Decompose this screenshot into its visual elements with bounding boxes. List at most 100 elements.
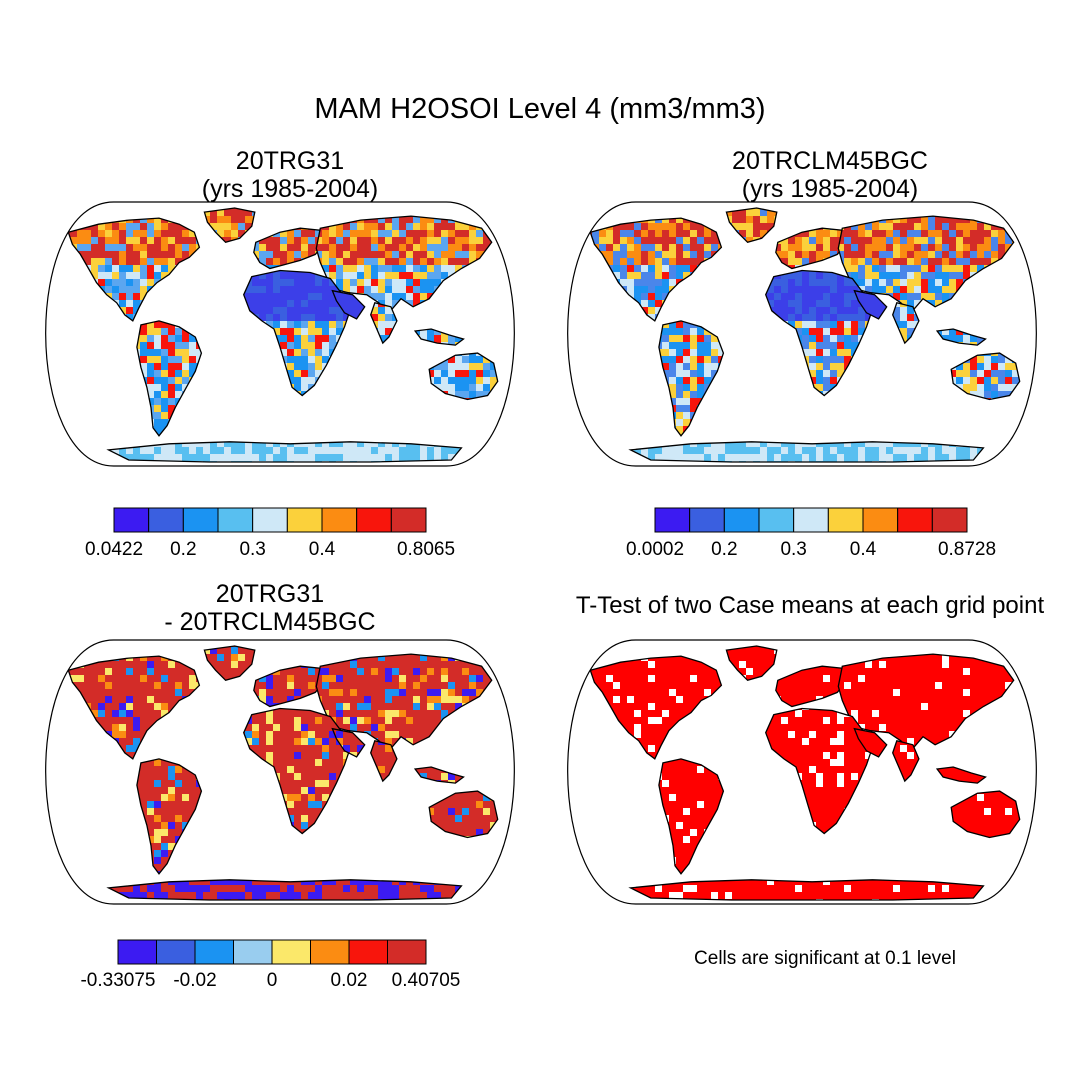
grid-cell [245,216,252,223]
grid-cell [35,258,42,265]
grid-cell [224,209,231,216]
grid-cell [231,223,238,230]
grid-cell [518,272,525,279]
grid-cell [168,237,175,244]
grid-cell [133,244,140,251]
grid-cell [511,447,518,454]
grid-cell [126,307,133,314]
grid-cell [525,258,532,265]
grid-cell [518,237,525,244]
grid-cell [161,265,168,272]
grid-cell [42,258,49,265]
grid-cell [525,209,532,216]
grid-cell [70,202,77,209]
grid-cell [63,447,70,454]
grid-cell [504,209,511,216]
grid-cell [28,244,35,251]
grid-cell [35,272,42,279]
grid-cell [154,265,161,272]
grid-cell [504,412,511,419]
grid-cell [133,251,140,258]
grid-cell [518,209,525,216]
grid-cell [42,223,49,230]
grid-cell [42,461,49,468]
grid-cell [35,237,42,244]
grid-cell [42,405,49,412]
grid-cell [518,307,525,314]
grid-cell [77,230,84,237]
grid-cell [483,447,490,454]
grid-cell [525,447,532,454]
grid-cell [35,237,42,244]
grid-cell [35,272,42,279]
grid-cell [42,216,49,223]
grid-cell [49,412,56,419]
grid-cell [28,461,35,468]
grid-cell [518,230,525,237]
grid-cell [518,356,525,363]
grid-cell [112,286,119,293]
grid-cell [28,391,35,398]
grid-cell [35,251,42,258]
grid-cell [56,223,63,230]
grid-cell [497,216,504,223]
grid-cell [42,384,49,391]
grid-cell [35,328,42,335]
grid-cell [91,244,98,251]
grid-cell [518,286,525,293]
grid-cell [28,342,35,349]
grid-cell [42,377,49,384]
grid-cell [35,314,42,321]
grid-cell [56,202,63,209]
grid-cell [49,202,56,209]
grid-cell [525,265,532,272]
grid-cell [84,230,91,237]
grid-cell [28,272,35,279]
grid-cell [42,223,49,230]
grid-cell [70,454,77,461]
grid-cell [42,454,49,461]
grid-cell [49,454,56,461]
grid-cell [518,279,525,286]
grid-cell [35,419,42,426]
grid-cell [518,244,525,251]
grid-cell [49,433,56,440]
grid-cell [483,447,490,454]
grid-cell [35,454,42,461]
grid-cell [504,454,511,461]
grid-cell [140,244,147,251]
grid-cell [476,202,483,209]
grid-cell [42,426,49,433]
grid-cell [161,237,168,244]
grid-cell [35,265,42,272]
grid-cell [133,300,140,307]
grid-cell [518,363,525,370]
grid-cell [42,391,49,398]
grid-cell [518,223,525,230]
grid-cell [168,223,175,230]
grid-cell [504,251,511,258]
grid-cell [49,440,56,447]
grid-cell [518,433,525,440]
grid-cell [28,377,35,384]
grid-cell [224,230,231,237]
grid-cell [28,265,35,272]
grid-cell [56,209,63,216]
grid-cell [49,230,56,237]
grid-cell [42,412,49,419]
grid-cell [49,447,56,454]
grid-cell [49,244,56,251]
grid-cell [511,258,518,265]
grid-cell [504,433,511,440]
grid-cell [497,230,504,237]
grid-cell [511,265,518,272]
grid-cell [42,447,49,454]
grid-cell [56,230,63,237]
grid-cell [56,426,63,433]
grid-cell [147,251,154,258]
grid-cell [175,251,182,258]
grid-cell [133,230,140,237]
grid-cell [504,237,511,244]
grid-cell [525,279,532,286]
grid-cell [518,405,525,412]
